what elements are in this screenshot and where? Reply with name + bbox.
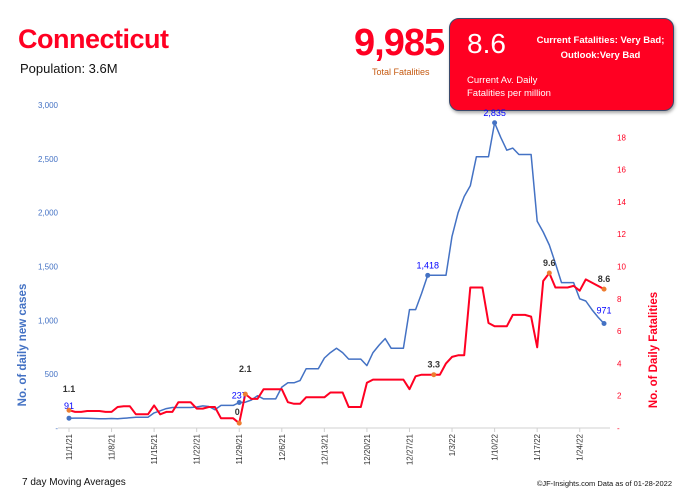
y-right-tick-label: 6 bbox=[617, 327, 622, 336]
current-daily-fatalities-value: 8.6 bbox=[467, 28, 506, 59]
cases-marker bbox=[492, 120, 498, 126]
cases-marker bbox=[66, 415, 72, 421]
y-right-axis-title: No. of Daily Fatalities bbox=[648, 292, 660, 408]
cases-marker bbox=[601, 320, 607, 326]
status-line-2: Outlook:Very Bad bbox=[560, 50, 641, 61]
data-label: 1.1 bbox=[63, 384, 76, 394]
fatalities-marker bbox=[546, 270, 552, 276]
status-line-1: Current Fatalities: Very Bad; bbox=[536, 35, 665, 46]
y-right-tick-label: 2 bbox=[617, 392, 622, 401]
status-text: Current Fatalities: Very Bad; Outlook:Ve… bbox=[528, 33, 673, 63]
data-label: 2,835 bbox=[483, 108, 506, 118]
y-right-tick-label: 20 bbox=[617, 101, 626, 110]
y-left-tick-label: 2,500 bbox=[38, 155, 59, 164]
data-label: 9.6 bbox=[543, 258, 556, 268]
x-tick-label: 1/24/22 bbox=[576, 433, 585, 460]
y-right-tick-label: 10 bbox=[617, 263, 626, 272]
x-tick-label: 12/6/21 bbox=[278, 433, 287, 460]
x-tick-label: 1/3/22 bbox=[448, 433, 457, 456]
y-right-tick-label: 14 bbox=[617, 198, 626, 207]
y-right-tick-label: 4 bbox=[617, 359, 622, 368]
y-right-tick-label: 12 bbox=[617, 230, 626, 239]
x-tick-label: 1/10/22 bbox=[491, 433, 500, 460]
data-label: 1,418 bbox=[416, 260, 439, 270]
data-label: 3.3 bbox=[428, 360, 441, 370]
y-right-tick-label: 16 bbox=[617, 166, 626, 175]
fatalities-marker bbox=[66, 407, 72, 413]
state-title: Connecticut bbox=[18, 24, 169, 54]
data-label: 237 bbox=[232, 390, 247, 400]
data-label: 0 bbox=[235, 407, 240, 417]
data-label: 2.1 bbox=[239, 364, 252, 374]
cases-marker bbox=[425, 272, 431, 278]
y-left-tick-label: - bbox=[55, 424, 58, 433]
x-tick-label: 11/1/21 bbox=[65, 433, 74, 460]
fatalities-marker bbox=[431, 372, 437, 378]
fatalities-line bbox=[68, 272, 605, 425]
footnote: 7 day Moving Averages bbox=[22, 477, 126, 488]
source-credit: ©JF-Insights.com Data as of 01-28-2022 bbox=[536, 479, 672, 488]
y-left-tick-label: 2,000 bbox=[38, 209, 59, 218]
x-tick-label: 11/29/21 bbox=[235, 433, 244, 464]
x-tick-label: 1/17/22 bbox=[533, 433, 542, 460]
fatalities-marker bbox=[242, 391, 248, 397]
data-label: 971 bbox=[597, 305, 612, 315]
current-fatalities-card: 8.6 Current Av. Daily Fatalities per mil… bbox=[449, 18, 674, 111]
y-left-tick-label: 1,500 bbox=[38, 263, 59, 272]
x-tick-label: 12/27/21 bbox=[405, 433, 414, 465]
y-left-tick-label: 3,000 bbox=[38, 101, 59, 110]
x-tick-label: 11/8/21 bbox=[108, 433, 117, 460]
data-label: 91 bbox=[64, 401, 74, 411]
data-label: 8.6 bbox=[598, 274, 611, 284]
y-right-tick-label: 8 bbox=[617, 295, 622, 304]
total-fatalities-value: 9,985 bbox=[354, 22, 445, 64]
x-tick-label: 11/15/21 bbox=[150, 433, 159, 464]
population: Population: 3.6M bbox=[20, 61, 118, 76]
y-right-tick-label: 18 bbox=[617, 133, 626, 142]
y-right-tick-label: - bbox=[617, 424, 620, 433]
desc-line-1: Current Av. Daily bbox=[467, 75, 538, 86]
y-left-tick-label: 1,000 bbox=[38, 316, 59, 325]
fatalities-marker bbox=[601, 286, 607, 292]
y-left-axis-title: No. of daily new cases bbox=[17, 284, 29, 407]
desc-line-2: Fatalities per million bbox=[467, 88, 551, 99]
current-daily-fatalities-label: Current Av. Daily Fatalities per million bbox=[467, 74, 551, 100]
y-left-tick-label: 500 bbox=[45, 370, 59, 379]
x-tick-label: 11/22/21 bbox=[193, 433, 202, 464]
fatalities-marker bbox=[236, 420, 242, 426]
x-tick-label: 12/20/21 bbox=[363, 433, 372, 465]
cases-marker bbox=[236, 399, 242, 405]
x-tick-label: 12/13/21 bbox=[320, 433, 329, 465]
total-fatalities-label: Total Fatalities bbox=[372, 67, 430, 77]
cases-line bbox=[68, 122, 605, 420]
